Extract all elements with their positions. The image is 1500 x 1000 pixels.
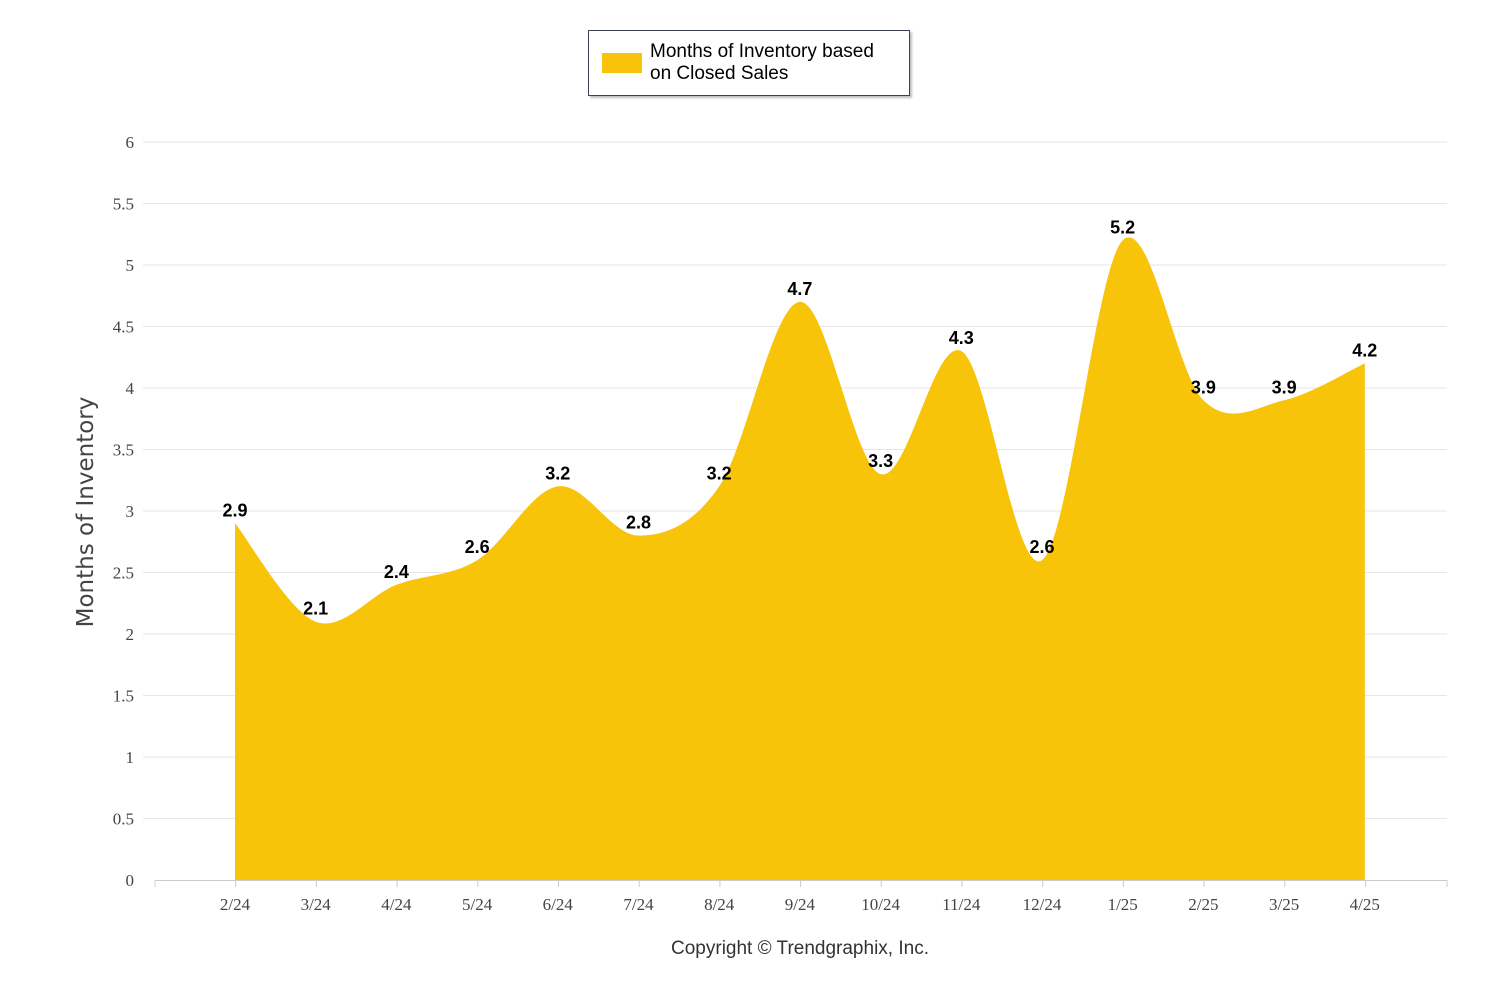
data-label: 2.9 — [222, 500, 247, 520]
data-label: 4.2 — [1352, 340, 1377, 360]
y-tick-label: 3.5 — [113, 441, 134, 460]
area-layer — [231, 236, 1369, 880]
data-point[interactable] — [1361, 359, 1369, 367]
data-point[interactable] — [1119, 236, 1127, 244]
y-tick-label: 1 — [126, 748, 135, 767]
y-tick-label: 0 — [126, 871, 135, 890]
data-label: 2.1 — [303, 599, 328, 619]
data-label: 5.2 — [1110, 217, 1135, 237]
x-tick-label: 2/24 — [220, 895, 251, 914]
data-label: 3.9 — [1272, 377, 1297, 397]
data-label: 2.8 — [626, 513, 651, 533]
y-tick-label: 4 — [126, 379, 135, 398]
data-label: 2.6 — [1029, 537, 1054, 557]
x-tick-label: 11/24 — [942, 895, 981, 914]
data-label: 3.3 — [868, 451, 893, 471]
x-tick-label: 6/24 — [543, 895, 574, 914]
data-point[interactable] — [231, 519, 239, 527]
x-tick-label: 12/24 — [1023, 895, 1062, 914]
legend[interactable]: Months of Inventory based on Closed Sale… — [588, 30, 910, 96]
data-point[interactable] — [877, 470, 885, 478]
y-tick-label: 2.5 — [113, 564, 134, 583]
data-label: 3.9 — [1191, 377, 1216, 397]
data-label: 3.2 — [707, 463, 732, 483]
y-tick-label: 2 — [126, 625, 135, 644]
data-point[interactable] — [1280, 396, 1288, 404]
x-tick-label: 8/24 — [704, 895, 735, 914]
y-tick-label: 4.5 — [113, 318, 134, 337]
area-series[interactable] — [235, 237, 1365, 880]
x-tick-label: 3/25 — [1269, 895, 1299, 914]
x-tick-label: 4/24 — [381, 895, 412, 914]
axis-layer: 2/24 3/24 4/24 5/24 6/24 7/24 8/24 9/24 10/24 11/… — [154, 880, 1448, 914]
data-point[interactable] — [312, 618, 320, 626]
data-point[interactable] — [392, 581, 400, 589]
data-label: 4.3 — [949, 328, 974, 348]
data-label: 4.7 — [787, 279, 812, 299]
data-point[interactable] — [1199, 396, 1207, 404]
x-tick-label: 7/24 — [623, 895, 654, 914]
data-label: 2.6 — [465, 537, 490, 557]
copyright-credit: Copyright © Trendgraphix, Inc. — [671, 938, 929, 959]
data-point[interactable] — [957, 347, 965, 355]
y-tick-label: 5 — [126, 256, 135, 275]
data-point[interactable] — [796, 298, 804, 306]
y-tick-label: 5.5 — [113, 195, 134, 214]
data-label: 2.4 — [384, 562, 409, 582]
y-tick-label: 1.5 — [113, 687, 134, 706]
x-tick-label: 4/25 — [1350, 895, 1380, 914]
y-tick-label: 0.5 — [113, 810, 134, 829]
x-tick-label: 5/24 — [462, 895, 493, 914]
x-tick-label: 10/24 — [861, 895, 900, 914]
data-point[interactable] — [473, 556, 481, 564]
x-tick-label: 1/25 — [1108, 895, 1138, 914]
x-tick-label: 9/24 — [785, 895, 816, 914]
data-label: 3.2 — [545, 463, 570, 483]
data-label-layer: 2.9 2.1 2.4 2.6 3.2 2.8 3.2 4.7 3.3 4.3 2.6 5.2 3.9 3… — [222, 217, 1377, 618]
legend-label: Months of Inventory based on Closed Sale… — [650, 41, 874, 84]
legend-swatch — [602, 53, 642, 73]
data-point[interactable] — [1038, 556, 1046, 564]
x-tick-label: 2/25 — [1188, 895, 1218, 914]
y-tick-label: 6 — [126, 133, 135, 152]
data-point[interactable] — [715, 482, 723, 490]
data-point[interactable] — [554, 482, 562, 490]
x-tick-label: 3/24 — [301, 895, 332, 914]
y-tick-label: 3 — [126, 502, 135, 521]
y-axis-title: Months of Inventory — [73, 397, 99, 628]
data-point[interactable] — [635, 532, 643, 540]
